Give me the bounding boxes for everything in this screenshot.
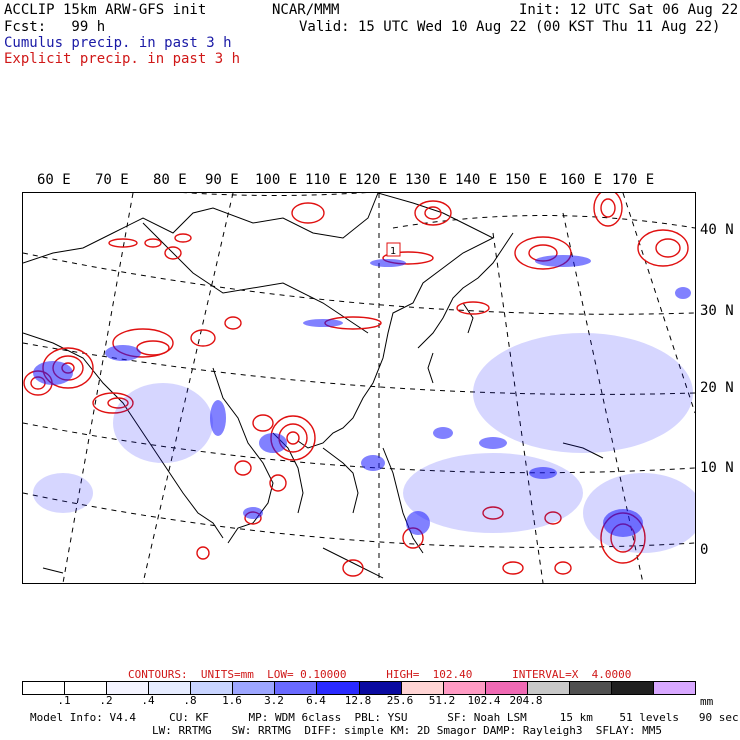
product-title: ACCLIP 15km ARW-GFS init xyxy=(4,2,207,18)
colorbar-tick-label: 12.8 xyxy=(344,694,372,707)
lon-label: 120 E xyxy=(355,172,398,188)
lat-line-40n xyxy=(392,215,695,229)
map-svg: 1 xyxy=(23,193,695,583)
lat-label: 0 xyxy=(700,542,709,558)
colorbar-cell xyxy=(485,682,528,694)
colorbar-cell xyxy=(233,682,276,694)
legend-explicit: Explicit precip. in past 3 h xyxy=(4,51,241,67)
precipitation-map: 1 xyxy=(22,192,696,584)
station-marker-label: 1 xyxy=(390,246,396,257)
lon-label: 110 E xyxy=(305,172,348,188)
lon-label: 170 E xyxy=(612,172,655,188)
colorbar-cell xyxy=(191,682,234,694)
lat-label: 30 N xyxy=(700,303,734,319)
colorbar-cell xyxy=(653,682,695,694)
colorbar-tick-label: 102.4 xyxy=(467,694,501,707)
colorbar-tick-label: .1 xyxy=(57,694,71,707)
lat-line-0 xyxy=(23,492,695,548)
lon-label: 150 E xyxy=(505,172,548,188)
lon-label: 80 E xyxy=(153,172,187,188)
lon-label: 160 E xyxy=(560,172,603,188)
lon-line-100 xyxy=(142,193,234,583)
colorbar-tick-label: 3.2 xyxy=(264,694,284,707)
lon-line-80 xyxy=(62,193,134,583)
colorbar-cell xyxy=(359,682,402,694)
colorbar-cell xyxy=(107,682,150,694)
lon-label: 100 E xyxy=(255,172,298,188)
valid-time: Valid: 15 UTC Wed 10 Aug 22 (00 KST Thu … xyxy=(299,19,721,35)
colorbar-tick-label: .4 xyxy=(141,694,155,707)
lat-label: 10 N xyxy=(700,460,734,476)
lat-label: 20 N xyxy=(700,380,734,396)
lon-label: 70 E xyxy=(95,172,129,188)
lon-label: 60 E xyxy=(37,172,71,188)
colorbar xyxy=(22,681,696,695)
lon-line-150 xyxy=(492,232,544,583)
colorbar-tick-label: 6.4 xyxy=(306,694,326,707)
colorbar-cell xyxy=(569,682,612,694)
colorbar-units: mm xyxy=(700,695,714,708)
colorbar-cell xyxy=(611,682,654,694)
latitude-lines xyxy=(23,193,695,548)
longitude-lines xyxy=(62,193,695,583)
agency-label: NCAR/MMM xyxy=(272,2,340,18)
colorbar-tick-label: 204.8 xyxy=(509,694,543,707)
colorbar-tick-label: .2 xyxy=(99,694,113,707)
explicit-precip xyxy=(23,193,689,577)
model-info-line1: Model Info: V4.4 CU: KF MP: WDM 6class P… xyxy=(30,711,739,724)
colorbar-cell xyxy=(23,682,66,694)
lon-label: 130 E xyxy=(405,172,448,188)
lon-label: 140 E xyxy=(455,172,498,188)
colorbar-cell xyxy=(443,682,486,694)
init-time: Init: 12 UTC Sat 06 Aug 22 xyxy=(519,2,739,18)
colorbar-cell xyxy=(527,682,570,694)
colorbar-cell xyxy=(275,682,318,694)
colorbar-cell xyxy=(401,682,444,694)
forecast-hour: Fcst: 99 h xyxy=(4,19,106,35)
legend-cumulus: Cumulus precip. in past 3 h xyxy=(4,35,232,51)
colorbar-cell xyxy=(317,682,360,694)
lat-label: 40 N xyxy=(700,222,734,238)
colorbar-tick-label: 51.2 xyxy=(428,694,456,707)
lon-line-160 xyxy=(562,212,644,583)
cumulus-precip xyxy=(33,255,691,537)
lon-line-170 xyxy=(622,193,695,414)
model-info-line2: LW: RRTMG SW: RRTMG DIFF: simple KM: 2D … xyxy=(152,724,662,737)
station-marker-box xyxy=(386,242,401,257)
colorbar-cell xyxy=(65,682,108,694)
lon-label: 90 E xyxy=(205,172,239,188)
lat-line-30n xyxy=(23,252,695,315)
lat-line-50n xyxy=(183,193,367,196)
light-cumulus-precip xyxy=(33,333,695,553)
colorbar-tick-label: .8 xyxy=(183,694,197,707)
contours-info: CONTOURS: UNITS=mm LOW= 0.10000 HIGH= 10… xyxy=(128,668,632,681)
colorbar-tick-label: 25.6 xyxy=(386,694,414,707)
colorbar-tick-label: 1.6 xyxy=(222,694,242,707)
colorbar-cell xyxy=(149,682,192,694)
